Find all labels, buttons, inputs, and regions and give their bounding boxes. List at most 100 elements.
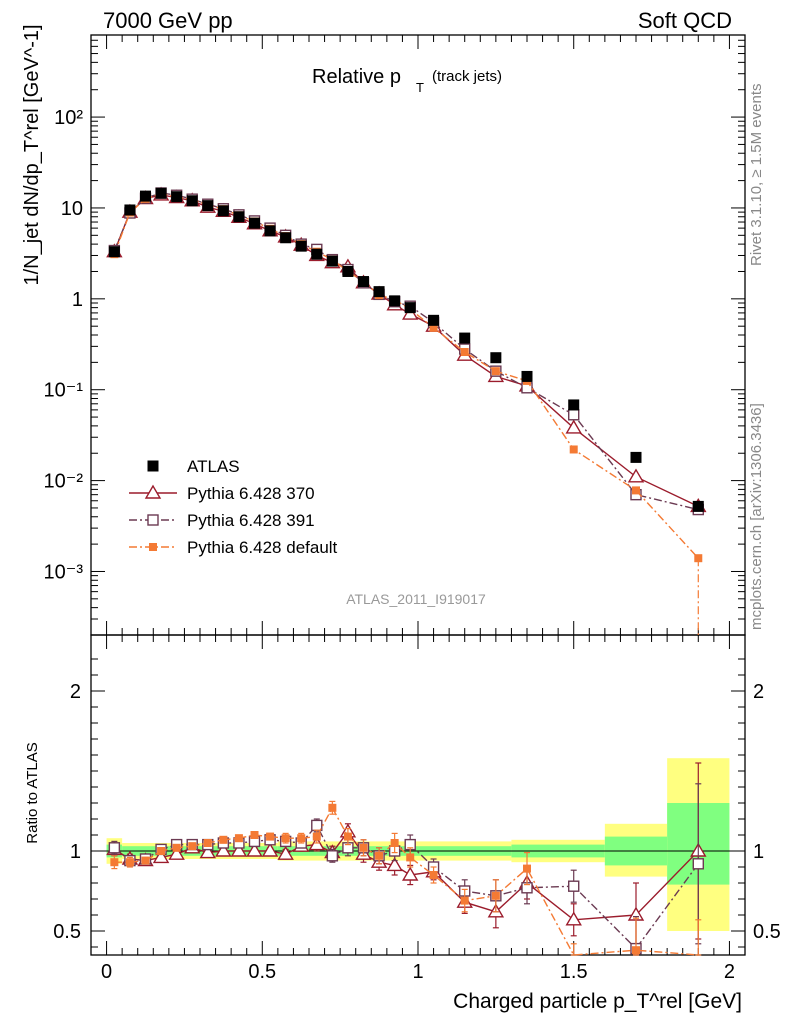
main-point xyxy=(404,302,416,314)
main-point xyxy=(155,187,167,199)
legend-label: Pythia 6.428 370 xyxy=(187,484,315,503)
ratio-point xyxy=(234,834,243,843)
legend-label: Pythia 6.428 default xyxy=(187,538,338,557)
main-point xyxy=(565,419,582,434)
ratio-point xyxy=(277,845,294,860)
ratio-point xyxy=(141,856,150,865)
main-point xyxy=(630,451,642,463)
ratio-point xyxy=(281,834,290,843)
ratio-point xyxy=(199,844,217,859)
main-point xyxy=(428,314,440,326)
ratio-point xyxy=(565,911,582,926)
ratio-point xyxy=(110,858,119,867)
main-point xyxy=(326,255,338,267)
ratio-point xyxy=(328,803,337,812)
main-point xyxy=(280,232,292,244)
main-series xyxy=(106,186,707,635)
legend-marker xyxy=(144,484,162,499)
x-tick-label: 1.5 xyxy=(560,961,588,983)
main-point xyxy=(124,204,136,216)
main-point xyxy=(295,240,307,252)
main-point xyxy=(459,332,471,344)
series-line-ratio xyxy=(114,806,699,956)
main-point xyxy=(429,323,438,332)
x-tick-label: 1 xyxy=(412,961,423,983)
ratio-point xyxy=(246,842,263,857)
ratio-point xyxy=(266,832,275,841)
main-point xyxy=(217,205,229,217)
main-point xyxy=(202,200,214,212)
ratio-point xyxy=(172,843,181,852)
main-point xyxy=(233,211,245,223)
ratio-point xyxy=(215,842,232,857)
ratio-point xyxy=(406,853,415,862)
header-left: 7000 GeV pp xyxy=(103,8,233,33)
axis-ticks: 0 0.5 1 1.5 2 10⁻³ 10⁻² 10⁻¹ 1 10 10² 0.5 0.5 1 1 2 2 xyxy=(44,34,781,983)
ratio-point xyxy=(491,891,500,900)
ratio-point xyxy=(386,857,403,872)
main-point xyxy=(140,190,151,202)
ratio-point xyxy=(125,858,134,867)
ratio-point xyxy=(108,842,121,854)
ratio-point xyxy=(297,834,306,843)
legend-marker xyxy=(149,543,157,551)
main-point xyxy=(311,248,323,260)
ratio-series xyxy=(106,762,707,956)
ratio-point xyxy=(568,880,580,892)
rivet-label: Rivet 3.1.10, ≥ 1.5M events xyxy=(748,83,765,267)
mcplots-label: mcplots.cern.ch [arXiv:1306.3436] xyxy=(748,403,765,630)
ratio-y-axis-label: Ratio to ATLAS xyxy=(24,742,41,843)
ratio-point xyxy=(250,831,259,839)
main-point xyxy=(186,195,198,207)
ratio-tick-label-left: 2 xyxy=(70,681,81,703)
main-point xyxy=(490,352,502,364)
y-tick-label: 10 xyxy=(61,198,83,220)
main-point xyxy=(460,348,469,357)
ratio-tick-label-left: 1 xyxy=(70,841,81,863)
ratio-point xyxy=(157,847,166,855)
main-point xyxy=(249,217,260,229)
legend-label: ATLAS xyxy=(187,457,240,476)
ratio-point xyxy=(401,866,419,881)
main-point xyxy=(264,225,276,237)
legend-marker xyxy=(147,514,159,526)
legend-marker xyxy=(147,460,159,472)
chart-texts: Relative p T (track jets) ATLAS_2011_I91901… xyxy=(21,24,742,1013)
main-point xyxy=(627,468,645,483)
ratio-point xyxy=(632,946,640,955)
ratio-point xyxy=(390,839,399,847)
ratio-point xyxy=(230,842,248,857)
ratio-point xyxy=(692,858,704,870)
ratio-point xyxy=(312,832,321,841)
y-tick-label: 10² xyxy=(54,107,83,129)
ratio-tick-label-left: 0.5 xyxy=(53,921,81,943)
main-point xyxy=(171,191,183,203)
chart-title-subscript: T xyxy=(416,80,424,95)
series-line-main xyxy=(113,192,699,559)
main-point xyxy=(568,399,580,411)
legend-label: Pythia 6.428 391 xyxy=(187,511,315,530)
ratio-tick-label-right: 2 xyxy=(753,681,764,703)
x-axis-label: Charged particle p_T^rel [GeV] xyxy=(453,990,742,1013)
main-point xyxy=(358,276,369,288)
analysis-id: ATLAS_2011_I919017 xyxy=(346,591,486,607)
y-tick-label: 10⁻¹ xyxy=(44,380,84,402)
ratio-point xyxy=(261,842,279,857)
main-point xyxy=(108,246,120,258)
y-tick-label: 10⁻² xyxy=(44,471,84,493)
ratio-point xyxy=(219,835,228,844)
ratio-point xyxy=(375,851,384,860)
main-point xyxy=(342,265,354,277)
ratio-point xyxy=(523,864,531,873)
ratio-point xyxy=(152,849,170,864)
main-point xyxy=(568,409,580,421)
ratio-point xyxy=(326,850,339,862)
main-point xyxy=(373,286,385,298)
ratio-point xyxy=(359,843,368,852)
chart-title-small: (track jets) xyxy=(432,68,502,85)
y-axis-label: 1/N_jet dN/dp_T^rel [GeV^-1] xyxy=(21,24,43,285)
legend: ATLAS Pythia 6.428 370 Pythia 6.428 391 Pyt… xyxy=(129,457,338,557)
ratio-point xyxy=(188,842,197,851)
main-point xyxy=(692,500,704,512)
